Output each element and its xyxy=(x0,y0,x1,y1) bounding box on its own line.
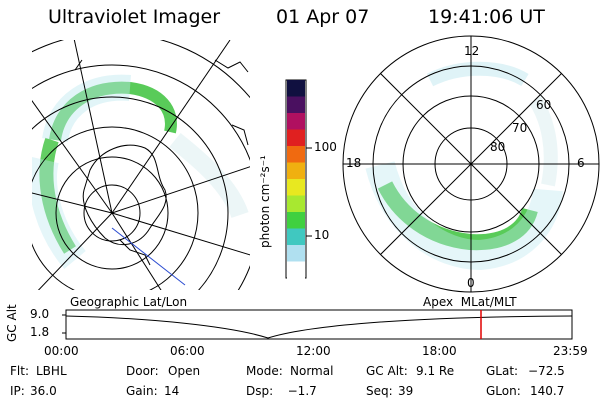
door-value: Open xyxy=(168,364,201,378)
colorbar-cell xyxy=(287,96,305,114)
mode-label: Mode: xyxy=(246,364,283,378)
time-tick-1200: 12:00 xyxy=(296,344,331,358)
colorbar-tick-10: 10 xyxy=(314,228,330,242)
time-tick-2359: 23:59 xyxy=(553,344,588,358)
colorbar-cell xyxy=(287,80,305,97)
mlt-label-0: 0 xyxy=(467,276,475,290)
apex-grid xyxy=(342,35,600,293)
geographic-projection-label: Geographic Lat/Lon xyxy=(70,295,188,309)
colorbar-cell xyxy=(287,179,305,196)
gain-label: Gain: xyxy=(126,384,158,398)
colorbar-cell xyxy=(287,113,305,130)
door-label: Door: xyxy=(126,364,159,378)
glat-value: −72.5 xyxy=(528,364,565,378)
time-tick-0600: 06:00 xyxy=(170,344,205,358)
time-tick-1800: 18:00 xyxy=(422,344,457,358)
date-label: 01 Apr 07 xyxy=(276,6,370,28)
satellite-track xyxy=(111,227,186,286)
geographic-map xyxy=(32,40,250,290)
colorbar-cell xyxy=(287,228,305,246)
mlt-label-18: 18 xyxy=(346,156,362,170)
altitude-tick-low: 1.8 xyxy=(30,325,50,339)
mode-value: Normal xyxy=(290,364,334,378)
colorbar-cell xyxy=(287,245,305,262)
colorbar-tick-100: 100 xyxy=(314,140,337,154)
colorbar-cells xyxy=(287,80,305,279)
mlat-label-60: 60 xyxy=(536,98,552,112)
gain-value: 14 xyxy=(164,384,180,398)
gc-alt-value: 9.1 Re xyxy=(416,364,455,378)
colorbar xyxy=(285,79,312,279)
colorbar-cell xyxy=(287,129,305,147)
dsp-value: −1.7 xyxy=(280,384,317,398)
altitude-tick-high: 9.0 xyxy=(30,307,50,321)
aurora-oval-left xyxy=(32,74,249,269)
flt-label: Flt: xyxy=(10,364,29,378)
glat-label: GLat: xyxy=(486,364,519,378)
mlt-label-12: 12 xyxy=(464,44,480,58)
glon-label: GLon: xyxy=(486,384,521,398)
time-label: 19:41:06 UT xyxy=(428,6,545,28)
colorbar-cell xyxy=(287,195,305,213)
dsp-label: Dsp: xyxy=(246,384,274,398)
mlat-label-80: 80 xyxy=(490,140,506,154)
time-tick-0000: 00:00 xyxy=(44,344,79,358)
mlt-label-6: 6 xyxy=(577,156,585,170)
instrument-title: Ultraviolet Imager xyxy=(48,6,221,28)
altitude-axis-label: GC Alt xyxy=(5,304,19,342)
colorbar-cell xyxy=(287,212,305,229)
ip-label: IP: xyxy=(10,384,25,398)
gc-alt-label: GC Alt: xyxy=(366,364,408,378)
seq-label: Seq: xyxy=(366,384,393,398)
coastlines xyxy=(74,59,249,266)
apex-projection-label: Apex MLat/MLT xyxy=(423,295,517,309)
altitude-plot xyxy=(62,309,573,340)
glon-value: 140.7 xyxy=(530,384,565,398)
colorbar-cell xyxy=(287,146,305,163)
colorbar-cell xyxy=(287,261,305,279)
colorbar-unit-label: photon cm⁻²s⁻¹ xyxy=(258,155,272,248)
ip-value: 36.0 xyxy=(30,384,57,398)
colorbar-cell xyxy=(287,162,305,180)
flt-value: LBHL xyxy=(36,364,67,378)
geo-grid xyxy=(32,40,250,290)
aurora-oval-right xyxy=(365,61,563,271)
apex-map xyxy=(342,35,600,293)
mlat-label-70: 70 xyxy=(512,121,528,135)
seq-value: 39 xyxy=(398,384,414,398)
